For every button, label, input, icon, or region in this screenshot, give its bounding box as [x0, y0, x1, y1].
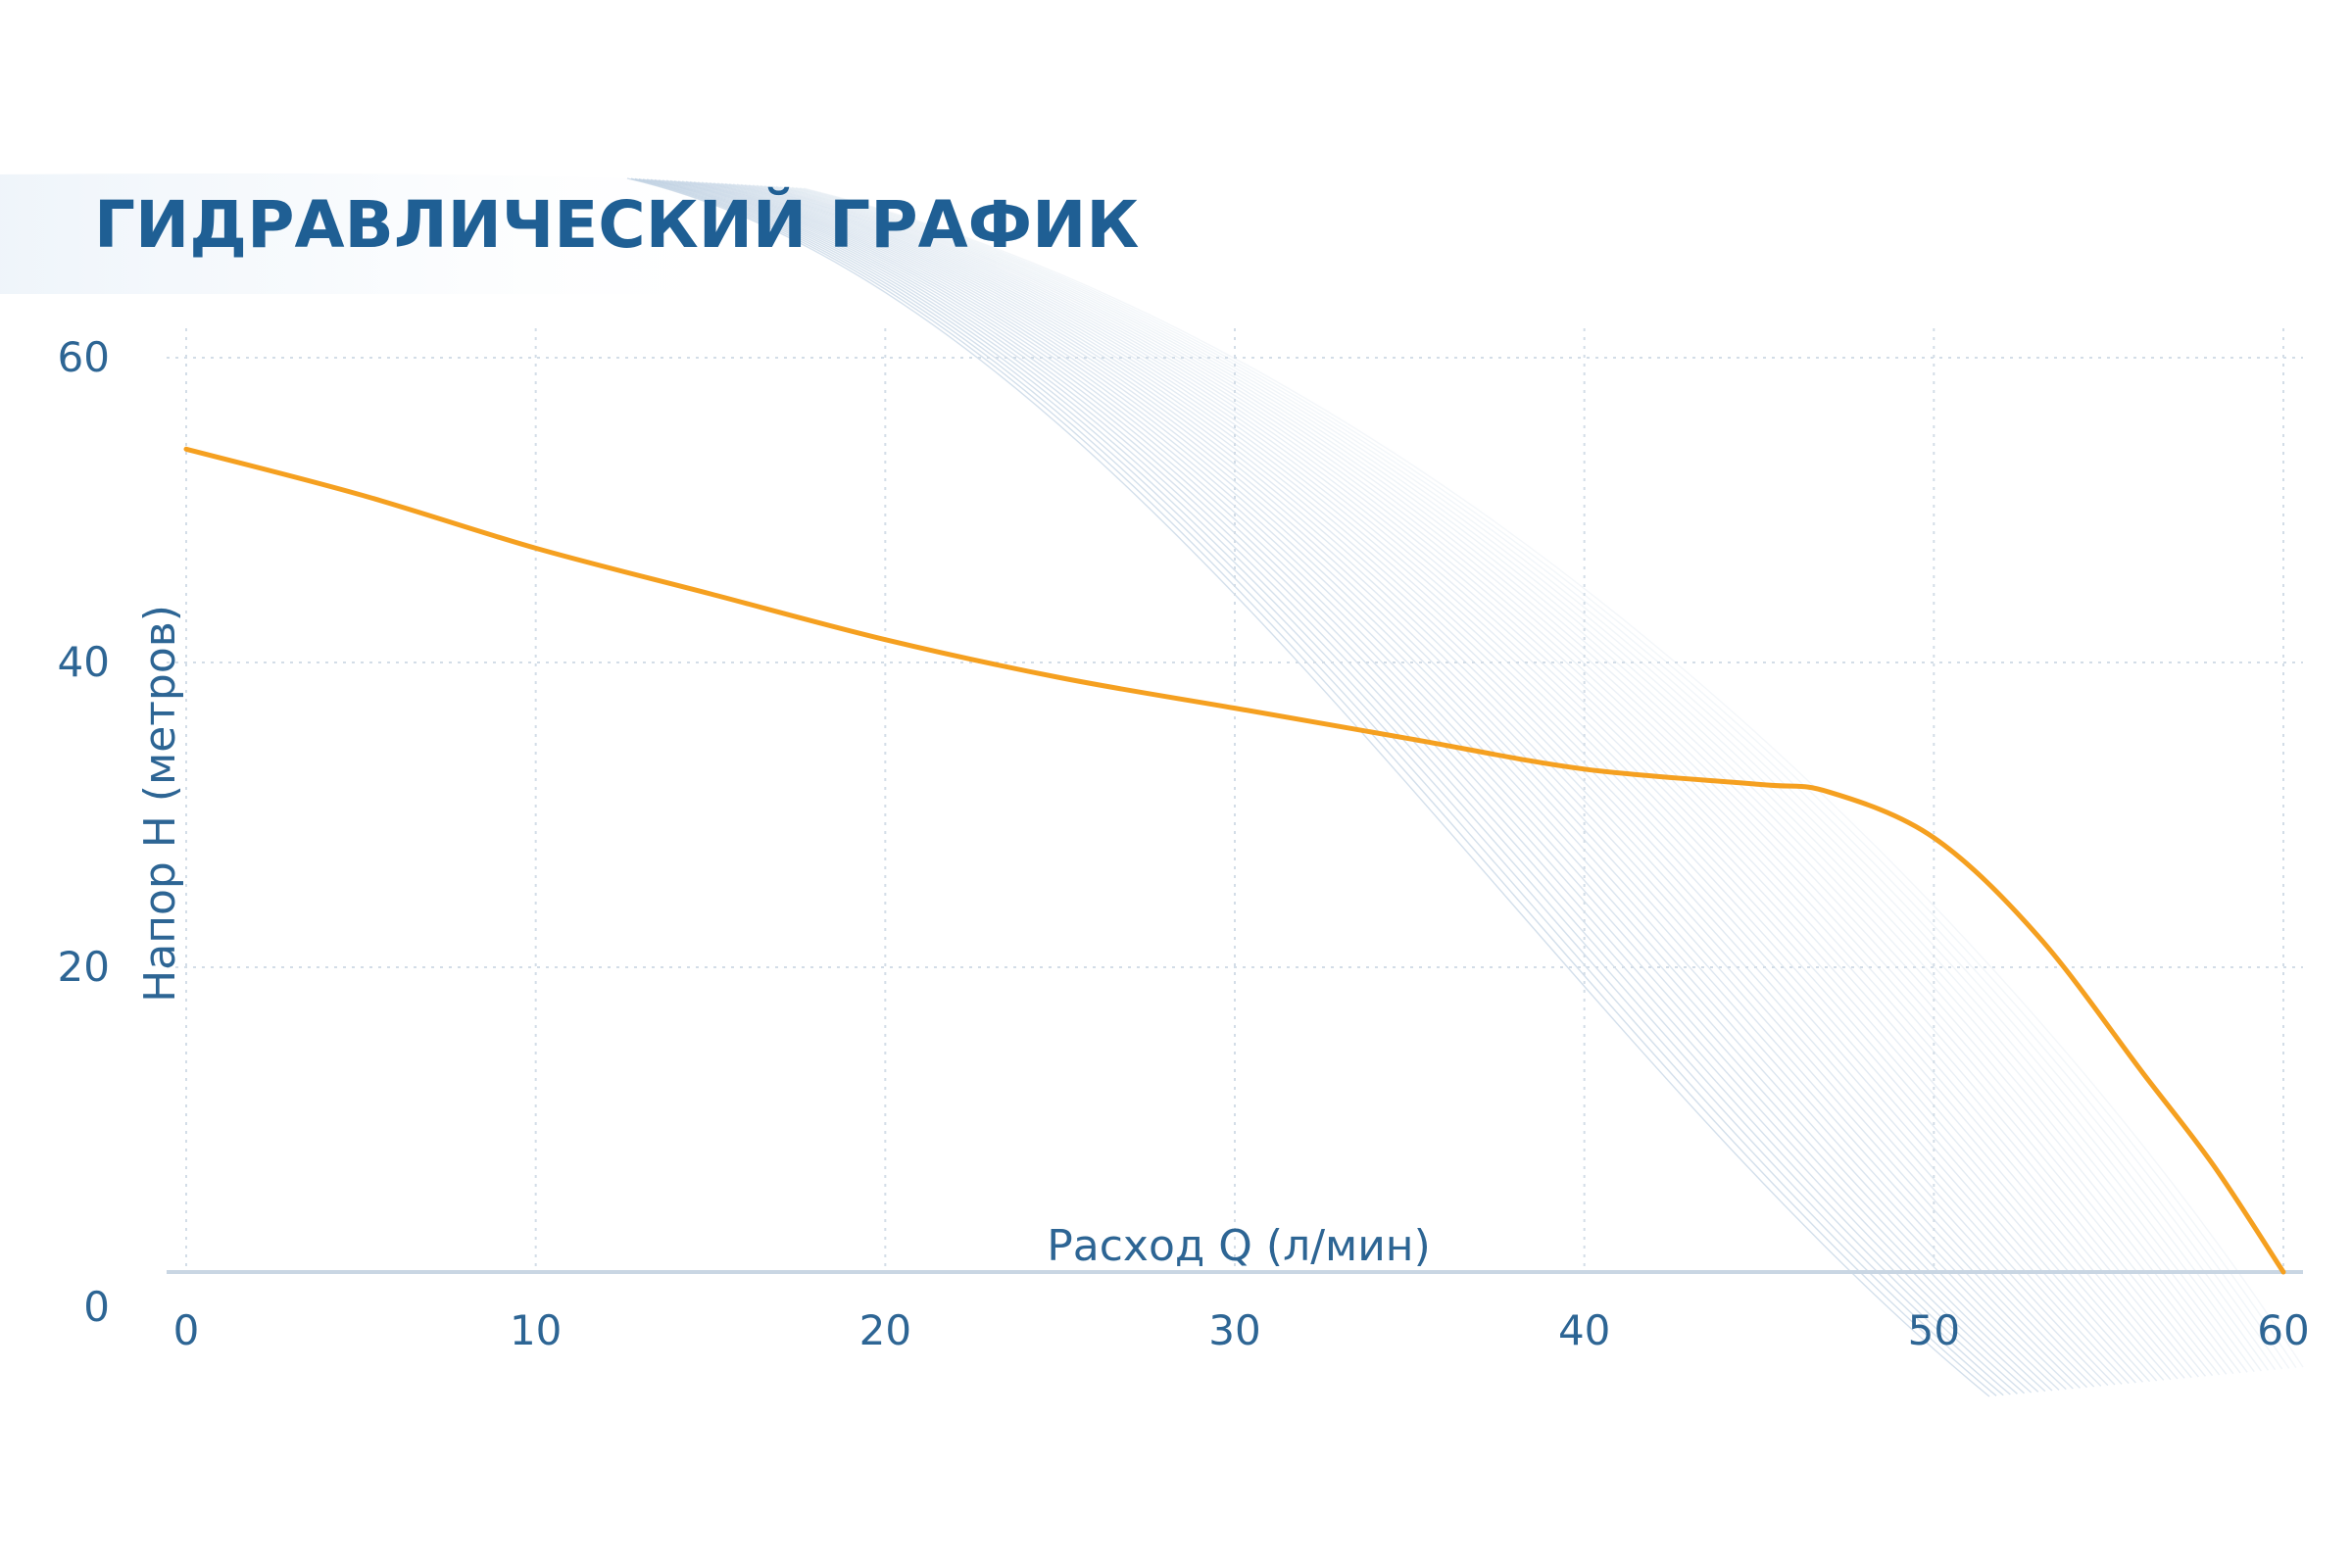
decor-wave-line: [787, 186, 2277, 1371]
x-tick-label: 40: [1558, 1306, 1610, 1354]
decor-wave-line: [744, 183, 2199, 1378]
decor-wave-line: [681, 180, 2088, 1389]
decor-wave-line: [677, 180, 2081, 1389]
background-band: [0, 172, 774, 294]
decor-wave-line: [693, 181, 2109, 1387]
decor-wave-line: [720, 182, 2158, 1382]
decor-wave-line: [638, 177, 2011, 1396]
x-axis-ticks: 0 10 20 30 40 50 60: [173, 1306, 2310, 1354]
y-tick-label: 40: [58, 638, 110, 686]
x-tick-label: 60: [2257, 1306, 2309, 1354]
chart-grid: [167, 328, 2303, 1272]
x-axis-label: Расход Q (л/мин): [1047, 1221, 1431, 1271]
decor-wave-line: [658, 179, 2046, 1393]
y-axis-label: Напор H (метров): [135, 605, 185, 1003]
decor-wave-line: [760, 184, 2228, 1375]
decor-wave-line: [756, 184, 2221, 1376]
decor-wave-line: [662, 179, 2053, 1392]
decor-wave-line: [779, 185, 2262, 1372]
y-tick-label: 20: [58, 943, 110, 991]
decor-wave-line: [630, 177, 1997, 1396]
decor-wave-line: [795, 186, 2290, 1369]
x-tick-label: 10: [510, 1306, 562, 1354]
decor-wave-line: [709, 181, 2136, 1384]
decor-wave-line: [626, 177, 1990, 1397]
y-tick-label: 60: [58, 333, 110, 381]
decor-wave-line: [763, 185, 2234, 1375]
x-tick-label: 50: [1908, 1306, 1960, 1354]
decor-wave-line: [799, 187, 2297, 1369]
decor-wave-line: [669, 179, 2067, 1391]
decor-wave-line: [716, 182, 2151, 1383]
decor-wave-line: [767, 185, 2241, 1374]
y-axis-ticks: 0 20 40 60: [58, 333, 110, 1331]
decor-wave-line: [791, 186, 2283, 1370]
chart-series: [183, 446, 2286, 1275]
decor-wave-line: [736, 183, 2185, 1379]
decor-wave-line: [634, 177, 2004, 1396]
decor-wave-line: [732, 183, 2179, 1380]
decor-wave-line: [783, 186, 2270, 1371]
decor-wave-line: [685, 180, 2095, 1388]
decor-wave-line: [646, 178, 2026, 1395]
x-tick-label: 20: [859, 1306, 911, 1354]
series-line: [183, 446, 2286, 1275]
decor-wave-line: [775, 185, 2255, 1373]
decor-wave-line: [803, 187, 2304, 1368]
decor-wave-line: [654, 178, 2039, 1393]
decor-wave-line: [697, 181, 2116, 1386]
decor-wave-line: [689, 180, 2102, 1387]
y-tick-label: 0: [83, 1283, 110, 1331]
chart-title: ГИДРАВЛИЧЕСКИЙ ГРАФИК: [94, 186, 1139, 263]
decor-wave-line: [748, 184, 2206, 1377]
decor-wave-line: [665, 179, 2060, 1391]
decor-wave-line: [705, 181, 2130, 1385]
decor-wave-line: [752, 184, 2214, 1377]
decor-wave-line: [728, 183, 2172, 1381]
decor-wave-line: [673, 179, 2074, 1390]
decor-wave-line: [771, 185, 2248, 1373]
decor-wave-line: [701, 181, 2123, 1385]
x-tick-label: 0: [173, 1306, 200, 1354]
background-decoration: [0, 172, 2304, 1397]
x-tick-label: 30: [1208, 1306, 1260, 1354]
decor-wave-line: [642, 178, 2018, 1395]
decor-wave-line: [712, 182, 2143, 1383]
decor-wave-line: [740, 183, 2192, 1379]
decor-wave-line: [650, 178, 2033, 1394]
decorative-waves: [626, 177, 2304, 1397]
decor-wave-line: [724, 182, 2165, 1381]
